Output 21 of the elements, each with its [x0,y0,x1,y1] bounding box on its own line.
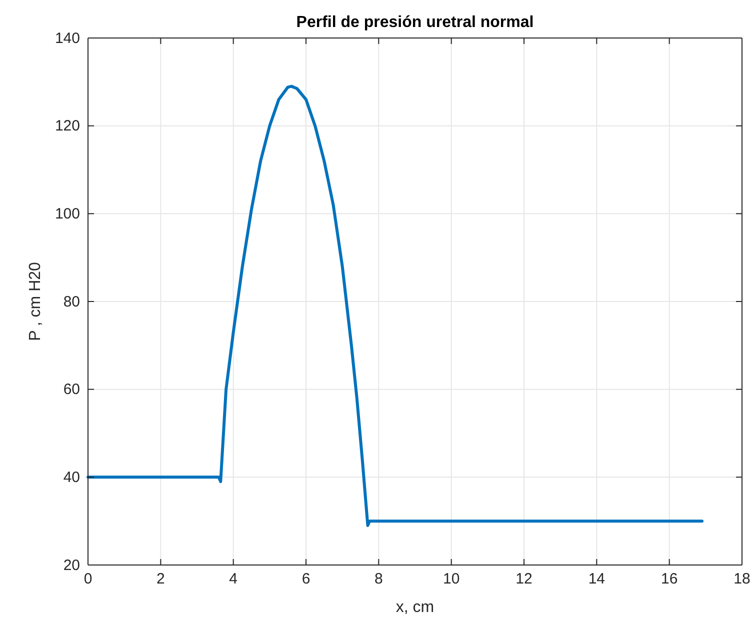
chart-title: Perfil de presión uretral normal [296,14,534,31]
line-series [86,84,704,527]
y-tick-label: 140 [54,30,80,47]
x-tick-label: 12 [516,570,532,588]
x-tick-label: 0 [84,570,92,588]
x-tick-label: 2 [156,570,165,588]
y-tick-label: 80 [63,293,80,310]
x-tick-label: 14 [588,570,606,588]
y-tick-label: 60 [63,381,80,398]
y-tick-label: 120 [54,118,80,135]
y-axis-title: P , cm H20 [27,262,44,341]
y-tick-label: 100 [54,205,80,222]
x-tick-label: 10 [442,570,460,588]
y-tick-label: 40 [63,468,80,486]
x-tick-label: 6 [302,570,310,588]
x-tick-label: 16 [660,570,678,588]
x-tick-label: 18 [734,570,750,588]
y-tick-label: 20 [63,556,80,574]
x-tick-label: 8 [374,570,383,588]
x-tick-label: 4 [229,570,238,588]
x-axis-title: x, cm [396,599,434,616]
